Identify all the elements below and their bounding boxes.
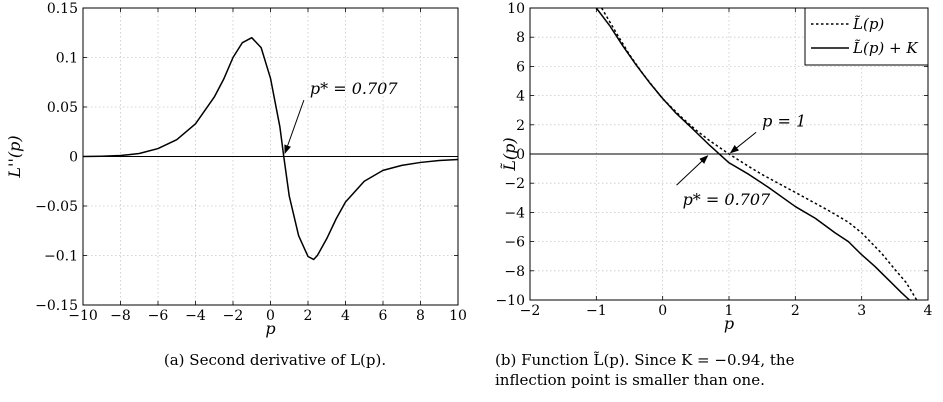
tick-label-y: 10: [507, 1, 525, 17]
tick-label-y: −10: [495, 293, 525, 309]
tick-label-y: −0.15: [35, 298, 78, 314]
annotation-arrow: [676, 155, 709, 186]
y-axis-label: L''(p): [5, 135, 24, 178]
caption-b: (b) Function L̃(p). Since K = −0.94, the…: [495, 350, 935, 390]
tick-label-y: −2: [504, 176, 525, 192]
tick-label-x: −8: [110, 308, 131, 324]
legend-box: [804, 7, 929, 66]
caption-b-line2: inflection point is smaller than one.: [495, 371, 765, 389]
tick-label-y: 2: [516, 118, 525, 134]
tick-label-y: −8: [504, 264, 525, 280]
tick-label-x: −2: [520, 303, 541, 319]
tick-label-x: 10: [449, 308, 467, 324]
x-axis-label: p: [724, 314, 734, 333]
legend-label-2: L̃(p) + K: [852, 39, 918, 57]
tick-label-x: −10: [68, 308, 98, 324]
annotation-arrow: [284, 99, 305, 155]
tick-label-x: 4: [924, 303, 933, 319]
tick-label-y: 0.15: [47, 1, 78, 17]
tick-label-y: −6: [504, 235, 525, 251]
tick-label-x: 0: [658, 303, 667, 319]
tick-label-x: −2: [223, 308, 244, 324]
tick-label-y: 0: [516, 147, 525, 163]
tick-label-y: 0: [69, 150, 78, 166]
annotation-label: p* = 0.707: [683, 190, 771, 209]
tick-label-x: 2: [304, 308, 313, 324]
caption-b-line1: (b) Function L̃(p). Since K = −0.94, the: [495, 351, 795, 369]
tick-label-x: −6: [148, 308, 169, 324]
tick-label-x: −1: [586, 303, 607, 319]
tick-label-y: 4: [516, 89, 525, 105]
tick-label-x: 4: [341, 308, 350, 324]
tick-label-y: −4: [504, 205, 525, 221]
tick-label-y: 6: [516, 59, 525, 75]
tick-label-x: 1: [725, 303, 734, 319]
legend-label-1: L̃(p): [852, 15, 884, 33]
tick-label-x: 3: [857, 303, 866, 319]
tick-label-x: 0: [266, 308, 275, 324]
tick-label-y: 0.1: [56, 51, 78, 67]
tick-label-y: 0.05: [47, 100, 78, 116]
tick-label-x: 2: [791, 303, 800, 319]
tick-label-y: −0.1: [44, 249, 78, 265]
tick-label-x: 6: [379, 308, 388, 324]
tick-label-y: −0.05: [35, 199, 78, 215]
caption-a-text: (a) Second derivative of L(p).: [163, 351, 387, 369]
x-axis-label: p: [265, 319, 275, 338]
tick-label-x: −4: [185, 308, 206, 324]
series-line-2: [595, 8, 910, 300]
annotation-label: p* = 0.707: [310, 79, 398, 98]
tick-label-y: 8: [516, 30, 525, 46]
annotation-arrow: [729, 131, 757, 154]
series-line-1: [83, 36, 458, 261]
figure: −10 −8 −6 −4 −2 0 2 4 6 8 100.150.10.050−0.05−0.1−…: [5, 1, 933, 338]
caption-a: (a) Second derivative of L(p).: [95, 350, 455, 370]
chart-panel-a: −10 −8 −6 −4 −2 0 2 4 6 8 10 0.15 0.1 0.05 0 −0.05 −0.1 −…: [5, 1, 467, 338]
annotation-label: p = 1: [762, 111, 806, 130]
tick-label-x: 8: [416, 308, 425, 324]
y-axis-label: L̃(p): [500, 137, 519, 171]
